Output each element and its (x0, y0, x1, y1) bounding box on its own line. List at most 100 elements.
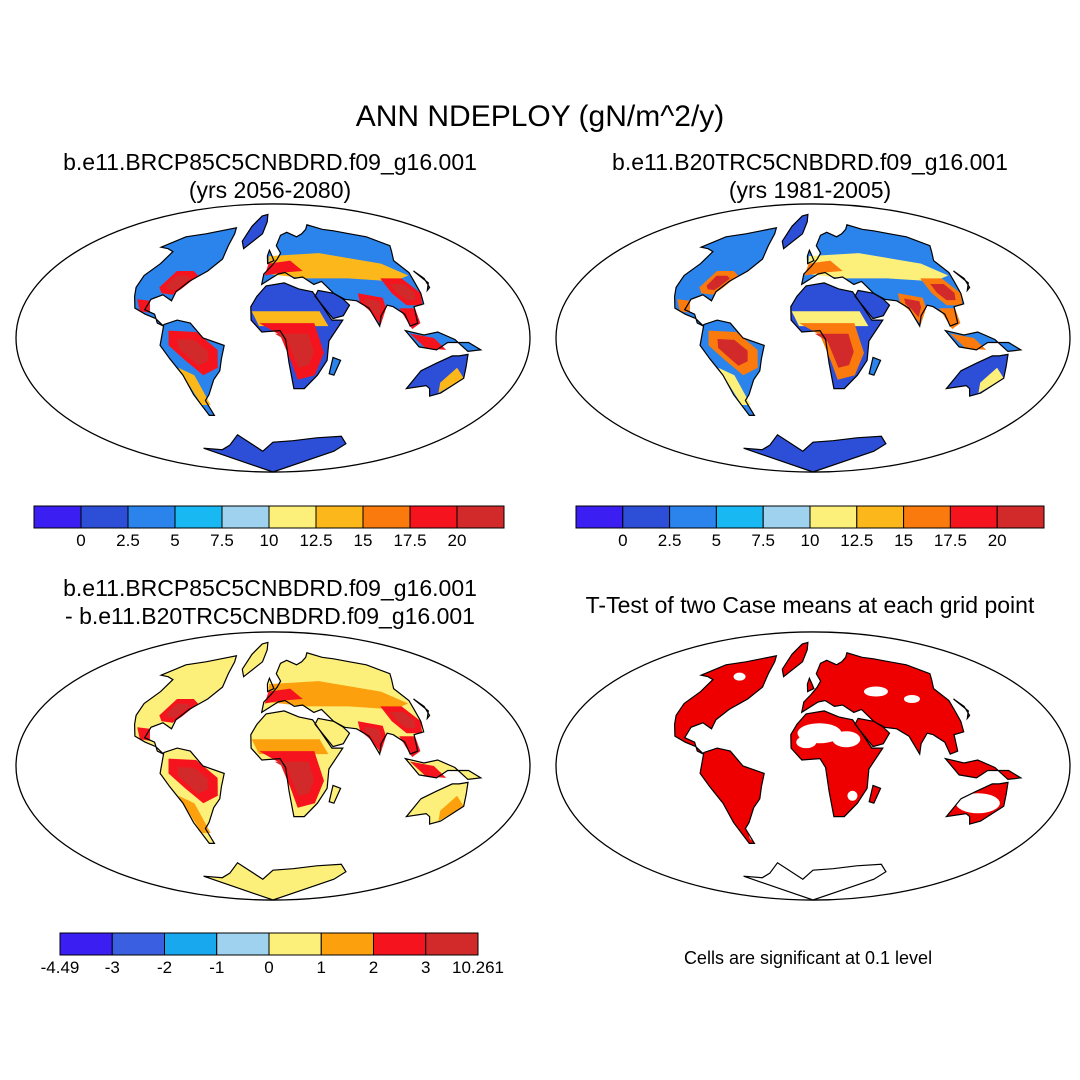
colorbar-tick-label: -1 (209, 958, 225, 977)
panel-future-title-line1: b.e11.BRCP85C5CNBDRD.f09_g16.001 (63, 149, 477, 175)
coastline (743, 861, 887, 901)
colorbar-swatch (216, 932, 270, 956)
map-frame (555, 203, 1071, 473)
coastline (699, 747, 765, 844)
colorbar-swatch (164, 932, 218, 956)
coastline (266, 248, 275, 265)
colorbar-swatch (320, 932, 374, 956)
region-indo (949, 333, 987, 350)
colorbar-swatch (762, 505, 811, 529)
coastline (314, 289, 351, 320)
colorbar-swatch (669, 505, 717, 529)
insignificant-area (847, 790, 858, 801)
coastline (953, 698, 971, 721)
map-ttest (555, 631, 1071, 901)
panel-ttest-title: T-Test of two Case means at each grid po… (585, 592, 1035, 618)
region-core-saf (814, 333, 854, 368)
panel-historical-title: b.e11.B20TRC5CNBDRD.f09_g16.001 (yrs 198… (550, 148, 1070, 204)
coastline (944, 781, 1009, 825)
colorbar-tick-label: 2.5 (116, 531, 140, 550)
coastline (781, 213, 809, 250)
map-frame (15, 203, 531, 473)
colorbar-swatch (903, 505, 951, 529)
coastline (241, 213, 269, 250)
land-antarctica (203, 862, 346, 900)
colorbar-tick-label: 20 (447, 531, 467, 550)
coastline (868, 356, 882, 376)
coastline (854, 289, 891, 320)
region-core-india (904, 298, 922, 318)
insignificant-area (733, 672, 746, 681)
region-ausEast (438, 795, 464, 822)
colorbar-swatch (949, 505, 998, 529)
region-eurasiaBand (267, 253, 409, 282)
colorbar-swatch (221, 505, 270, 529)
region-core-amazon (177, 339, 208, 366)
coastline (806, 676, 815, 693)
colorbar-swatch (409, 505, 458, 529)
region-core-china (390, 284, 416, 301)
colorbar-tick-label: 7.5 (210, 531, 234, 550)
colorbar-swatch (456, 505, 505, 529)
land-greenland (782, 642, 808, 677)
coastline (854, 717, 891, 748)
land-antarctica (743, 862, 886, 900)
region-core-amazon (177, 767, 208, 794)
colorbar-swatch (856, 505, 905, 529)
map-future (15, 203, 531, 473)
region-core-saf (274, 761, 314, 796)
map-frame (15, 631, 531, 901)
region-sahelBand (251, 311, 329, 327)
coastline (673, 655, 778, 755)
colorbar-tick-label: 17.5 (393, 531, 427, 550)
region-euro (264, 260, 303, 276)
land-greenland (242, 214, 268, 249)
coastline (133, 227, 238, 327)
land-southAmerica (700, 748, 765, 844)
colorbar-swatch (268, 932, 322, 956)
colorbar-swatch (715, 505, 764, 529)
region-mexico (137, 727, 150, 741)
region-mexico (677, 299, 690, 313)
region-indo (409, 761, 447, 778)
coastline (413, 698, 431, 721)
region-eurasiaBand (267, 681, 409, 710)
region-andes (178, 367, 211, 405)
coastline (943, 757, 1023, 781)
colorbar-tick-label: -2 (156, 958, 173, 977)
land-arabia (315, 718, 350, 747)
coastline (203, 433, 347, 473)
colorbar-swatch (59, 932, 113, 956)
region-core-eastUS (706, 275, 730, 291)
colorbar-tick-label: -3 (104, 958, 120, 977)
colorbar-swatch (80, 505, 129, 529)
coastline (250, 710, 344, 818)
colorbar-tick-label: 2.5 (657, 531, 682, 550)
coastline (159, 747, 225, 844)
colorbar-tick-label: 10.261 (452, 958, 504, 977)
region-core-eastUS (166, 703, 190, 719)
region-core-saf (274, 333, 314, 368)
map-difference (15, 631, 531, 901)
colorbar-swatch (575, 505, 624, 529)
coastline (328, 784, 342, 804)
coastline (260, 224, 425, 328)
region-euro (804, 260, 843, 276)
colorbar-future: 0 2.5 5 7.5 10 12.5 15 17.5 20 (33, 505, 505, 551)
panel-difference-title-line1: b.e11.BRCP85C5CNBDRD.f09_g16.001 (63, 575, 477, 601)
colorbar-swatch (268, 505, 317, 529)
coastline (241, 641, 269, 678)
land-europeAsia (801, 652, 964, 755)
land-uk (807, 678, 814, 692)
coastline (790, 282, 884, 390)
colorbar-tick-label: 15 (353, 531, 373, 550)
region-sahelBand (791, 311, 869, 327)
panel-future-title: b.e11.BRCP85C5CNBDRD.f09_g16.001 (yrs 20… (10, 148, 530, 204)
coastline (314, 717, 351, 748)
coastline (800, 652, 965, 756)
colorbar-swatch (315, 505, 364, 529)
coastline (944, 353, 1009, 397)
coastline (806, 248, 815, 265)
land-arabia (855, 718, 890, 747)
colorbar-tick-label: 0 (618, 531, 628, 550)
